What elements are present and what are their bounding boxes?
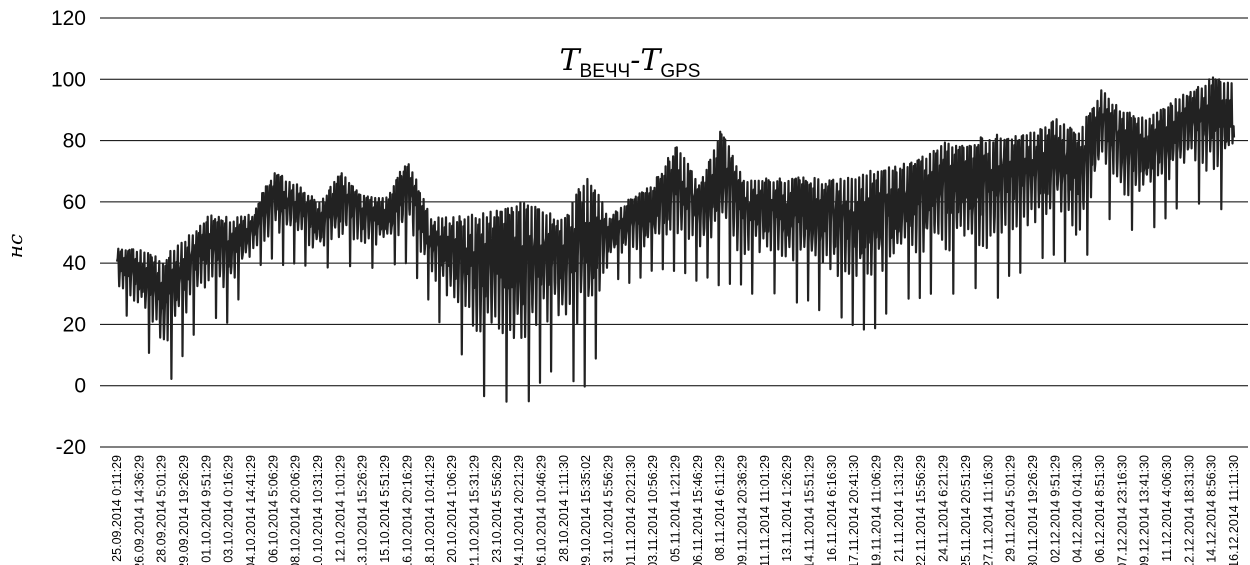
x-tick-label: 19.11.2014 11:06:29: [870, 455, 884, 565]
x-tick-label: 05.11.2014 1:21:29: [669, 455, 683, 562]
x-tick-label: 06.10.2014 5:06:29: [266, 455, 280, 563]
x-tick-label: 04.12.2014 0:41:30: [1071, 455, 1085, 563]
x-tick-label: 02.12.2014 9:51:29: [1048, 455, 1062, 563]
x-tick-label: 08.11.2014 6:11:29: [713, 455, 727, 561]
x-tick-label: 03.10.2014 0:16:29: [222, 455, 236, 563]
x-tick-label: 15.10.2014 5:51:29: [378, 455, 392, 563]
x-tick-label: 28.10.2014 1:11:30: [557, 455, 571, 562]
annotation-sub-2: GPS: [660, 61, 700, 82]
x-tick-label: 07.12.2014 23:16:30: [1115, 455, 1129, 565]
x-tick-label: 11.11.2014 11:01:29: [758, 455, 772, 565]
annotation-main-2: T: [640, 43, 662, 78]
y-tick-labels: -20 0 20 40 60 80 100 120: [51, 7, 86, 459]
x-tick-label: 29.10.2014 15:35:02: [579, 455, 593, 565]
x-tick-label: 22.11.2014 15:56:29: [914, 455, 928, 565]
x-tick-label: 29.11.2014 5:01:29: [1004, 455, 1018, 562]
y-tick-label: -20: [56, 436, 86, 459]
y-axis-label: нс: [3, 234, 27, 258]
x-tick-label: 12.10.2014 1:01:29: [333, 455, 347, 563]
x-tick-label: 25.09.2014 0:11:29: [110, 455, 124, 562]
x-tick-label: 01.11.2014 20:21:30: [624, 455, 638, 565]
y-tick-label: 40: [63, 252, 86, 275]
x-tick-label: 21.11.2014 1:31:29: [892, 455, 906, 562]
x-tick-label: 09.11.2014 20:36:29: [736, 455, 750, 565]
annotation-main-1: T: [560, 43, 582, 78]
x-tick-label: 17.11.2014 20:41:30: [847, 455, 861, 565]
x-tick-label: 26.09.2014 14:36:29: [132, 455, 146, 565]
y-tick-label: 60: [63, 191, 86, 214]
x-tick-label: 31.10.2014 5:56:29: [601, 455, 615, 563]
x-tick-label: 06.12.2014 8:51:30: [1093, 455, 1107, 563]
x-tick-label: 06.11.2014 15:46:29: [691, 455, 705, 565]
y-tick-label: 80: [63, 130, 86, 153]
x-tick-label: 23.10.2014 5:56:29: [490, 455, 504, 563]
annotation: TВЕЧЧ-TGPS: [560, 43, 701, 82]
x-tick-label: 29.09.2014 19:26:29: [177, 455, 191, 565]
y-tick-label: 100: [51, 68, 86, 91]
x-tick-label: 26.10.2014 10:46:29: [534, 455, 548, 565]
annotation-sub-1: ВЕЧЧ: [580, 61, 631, 82]
x-tick-label: 09.12.2014 13:41:30: [1138, 455, 1152, 565]
svg-text:TВЕЧЧ-TGPS: TВЕЧЧ-TGPS: [560, 43, 701, 82]
y-tick-label: 20: [63, 313, 86, 336]
x-tick-label: 14.12.2014 8:56:30: [1205, 455, 1219, 563]
x-tick-label: 11.12.2014 4:06:30: [1160, 455, 1174, 562]
x-tick-label: 24.10.2014 20:21:29: [512, 455, 526, 565]
x-tick-label: 04.10.2014 14:41:29: [244, 455, 258, 565]
x-tick-labels: 25.09.2014 0:11:29 26.09.2014 14:36:29 28.…: [110, 455, 1241, 565]
x-tick-label: 25.11.2014 20:51:29: [959, 455, 973, 565]
x-tick-label: 16.12.2014 11:11:30: [1227, 455, 1241, 565]
x-tick-label: 01.10.2014 9:51:29: [199, 455, 213, 563]
x-tick-label: 24.11.2014 6:21:29: [937, 455, 951, 562]
x-tick-label: 13.10.2014 15:26:29: [356, 455, 370, 565]
x-tick-label: 27.11.2014 11:16:30: [981, 455, 995, 565]
x-tick-label: 16.11.2014 6:16:30: [825, 455, 839, 562]
x-tick-label: 10.10.2014 10:31:29: [311, 455, 325, 565]
x-tick-label: 18.10.2014 10:41:29: [423, 455, 437, 565]
x-tick-label: 08.10.2014 20:06:29: [289, 455, 303, 565]
x-tick-label: 16.10.2014 20:16:29: [400, 455, 414, 565]
x-tick-label: 13.11.2014 1:26:29: [780, 455, 794, 562]
x-tick-label: 12.12.2014 18:31:30: [1182, 455, 1196, 565]
annotation-dash: -: [630, 43, 640, 78]
series-line: [115, 76, 1236, 403]
x-tick-label: 21.10.2014 15:31:29: [467, 455, 481, 565]
x-tick-label: 14.11.2014 15:51:29: [803, 455, 817, 565]
y-tick-label: 0: [74, 375, 86, 398]
x-tick-label: 30.11.2014 19:26:29: [1026, 455, 1040, 565]
x-tick-label: 28.09.2014 5:01:29: [155, 455, 169, 563]
x-tick-label: 03.11.2014 10:56:29: [646, 455, 660, 565]
y-tick-label: 120: [51, 7, 86, 30]
x-tick-label: 20.10.2014 1:06:29: [445, 455, 459, 563]
